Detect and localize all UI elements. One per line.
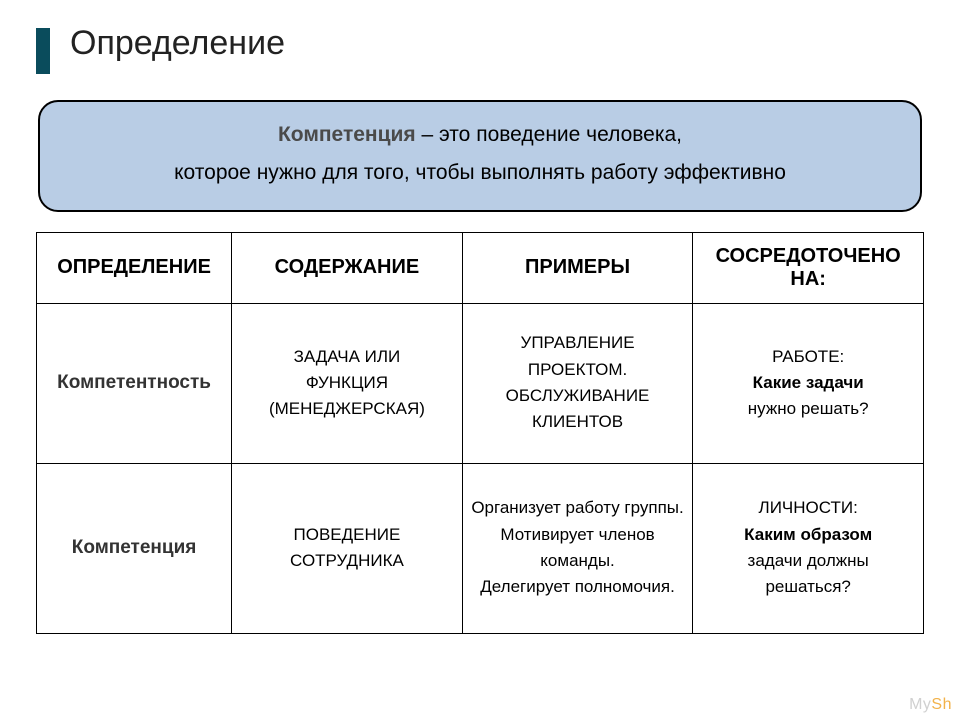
cell-focus: ЛИЧНОСТИ:Каким образомзадачи должнырешат… (693, 463, 924, 633)
col-definition: ОПРЕДЕЛЕНИЕ (37, 232, 232, 303)
definition-box: Компетенция – это поведение человека, ко… (38, 100, 922, 212)
watermark-sh: Sh (931, 696, 952, 713)
col-focus: СОСРЕДОТОЧЕНО НА: (693, 232, 924, 303)
slide-title: Определение (70, 24, 285, 63)
row-label: Компетенция (37, 463, 232, 633)
cell-line: РАБОТЕ: (699, 344, 917, 370)
definition-line1-rest: это поведение человека, (439, 123, 682, 146)
col-examples: ПРИМЕРЫ (462, 232, 693, 303)
cell-line: ЗАДАЧА ИЛИ (238, 344, 456, 370)
watermark: MySh (909, 696, 952, 714)
col-content: СОДЕРЖАНИЕ (232, 232, 463, 303)
title-row: Определение (36, 24, 924, 74)
row-label: Компетентность (37, 303, 232, 463)
cell-line: УПРАВЛЕНИЕ (469, 330, 687, 356)
comparison-table: ОПРЕДЕЛЕНИЕ СОДЕРЖАНИЕ ПРИМЕРЫ СОСРЕДОТО… (36, 232, 924, 634)
cell-line: ПОВЕДЕНИЕ (238, 522, 456, 548)
cell-line: решаться? (699, 574, 917, 600)
table-row: КомпетентностьЗАДАЧА ИЛИФУНКЦИЯ(МЕНЕДЖЕР… (37, 303, 924, 463)
cell-line: (МЕНЕДЖЕРСКАЯ) (238, 396, 456, 422)
cell-examples: Организует работу группы.Мотивирует член… (462, 463, 693, 633)
cell-examples: УПРАВЛЕНИЕПРОЕКТОМ.ОБСЛУЖИВАНИЕКЛИЕНТОВ (462, 303, 693, 463)
cell-focus: РАБОТЕ:Какие задачинужно решать? (693, 303, 924, 463)
cell-line: задачи должны (699, 548, 917, 574)
cell-line: КЛИЕНТОВ (469, 409, 687, 435)
definition-line1: Компетенция – это поведение человека, (70, 116, 890, 154)
table-row: КомпетенцияПОВЕДЕНИЕСОТРУДНИКАОрганизует… (37, 463, 924, 633)
cell-line: Делегирует полномочия. (469, 574, 687, 600)
cell-line: ФУНКЦИЯ (238, 370, 456, 396)
watermark-my: My (909, 696, 931, 713)
cell-line: Мотивирует членов команды. (469, 522, 687, 575)
cell-line: СОТРУДНИКА (238, 548, 456, 574)
definition-line2: которое нужно для того, чтобы выполнять … (70, 154, 890, 192)
cell-line: ПРОЕКТОМ. (469, 357, 687, 383)
cell-content: ПОВЕДЕНИЕСОТРУДНИКА (232, 463, 463, 633)
definition-term: Компетенция (278, 123, 416, 146)
cell-line: Какие задачи (699, 370, 917, 396)
accent-bar (36, 28, 50, 74)
cell-line: ЛИЧНОСТИ: (699, 495, 917, 521)
definition-dash: – (416, 123, 439, 146)
table-header-row: ОПРЕДЕЛЕНИЕ СОДЕРЖАНИЕ ПРИМЕРЫ СОСРЕДОТО… (37, 232, 924, 303)
cell-line: нужно решать? (699, 396, 917, 422)
cell-line: Каким образом (699, 522, 917, 548)
cell-content: ЗАДАЧА ИЛИФУНКЦИЯ(МЕНЕДЖЕРСКАЯ) (232, 303, 463, 463)
cell-line: Организует работу группы. (469, 495, 687, 521)
cell-line: ОБСЛУЖИВАНИЕ (469, 383, 687, 409)
